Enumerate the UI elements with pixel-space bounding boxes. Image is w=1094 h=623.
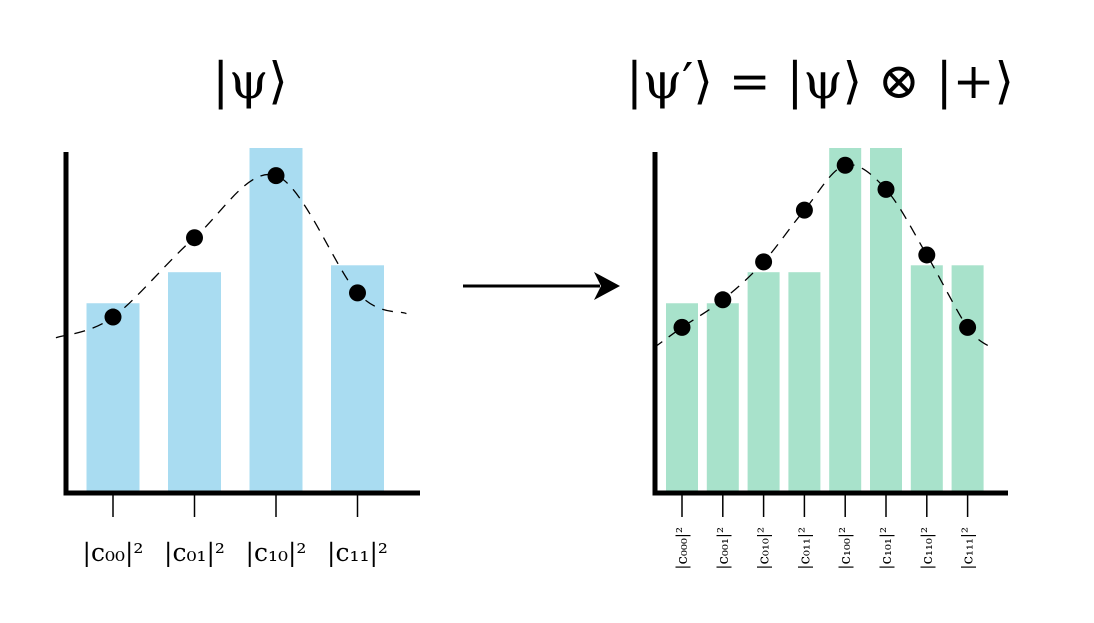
- x-tick-label-0: |c₀₀|²: [83, 538, 144, 568]
- data-point-3: [795, 201, 813, 219]
- x-tick-label-5: |c₁₀₁|²: [877, 527, 895, 570]
- x-tick-label-1: |c₀₀₁|²: [714, 527, 732, 570]
- x-tick-label-4: |c₁₀₀|²: [836, 527, 854, 570]
- x-tick-label-3: |c₀₁₁|²: [795, 527, 813, 570]
- bar-1: [706, 303, 739, 493]
- right-chart: |c₀₀₀|² |c₀₀₁|² |c₀₁₀|² |c₀₁₁|² |c₁₀₀|² |c₁₀₁…: [652, 148, 1008, 570]
- data-point-0: [104, 308, 122, 326]
- data-point-2: [755, 253, 773, 271]
- data-point-2: [267, 167, 285, 185]
- data-point-1: [186, 229, 203, 247]
- bar-1: [168, 272, 221, 493]
- left-chart: |c₀₀|² |c₀₁|² |c₁₀|² |c₁₁|²: [55, 148, 420, 568]
- bar-3: [788, 272, 821, 493]
- bar-2: [747, 272, 780, 493]
- x-tick-label-2: |c₀₁₀|²: [755, 527, 773, 570]
- x-tick-label-7: |c₁₁₁|²: [959, 527, 977, 570]
- x-tick-label-6: |c₁₁₀|²: [918, 527, 936, 570]
- bar-0: [86, 303, 140, 493]
- x-tick-label-2: |c₁₀|²: [246, 538, 307, 568]
- data-point-5: [877, 180, 895, 198]
- left-title: |ψ⟩: [212, 52, 288, 110]
- x-tick-label-1: |c₀₁|²: [164, 538, 225, 568]
- right-title: |ψ′⟩ = |ψ⟩ ⊗ |+⟩: [626, 52, 1014, 110]
- data-point-0: [673, 318, 691, 336]
- bar-4: [829, 148, 862, 493]
- x-tick-label-3: |c₁₁|²: [327, 538, 388, 568]
- data-point-1: [714, 291, 732, 309]
- bar-3: [331, 265, 384, 493]
- data-point-6: [918, 246, 936, 264]
- amplitude-curve: [653, 164, 993, 349]
- arrow-head: [594, 272, 620, 300]
- data-point-3: [349, 284, 366, 302]
- x-tick-label-0: |c₀₀₀|²: [673, 527, 691, 570]
- transform-arrow: [463, 272, 620, 300]
- bar-7: [951, 265, 984, 493]
- data-point-7: [959, 318, 977, 336]
- bar-5: [870, 148, 902, 493]
- data-point-4: [836, 156, 854, 174]
- bar-2: [249, 148, 303, 493]
- bar-6: [910, 265, 943, 493]
